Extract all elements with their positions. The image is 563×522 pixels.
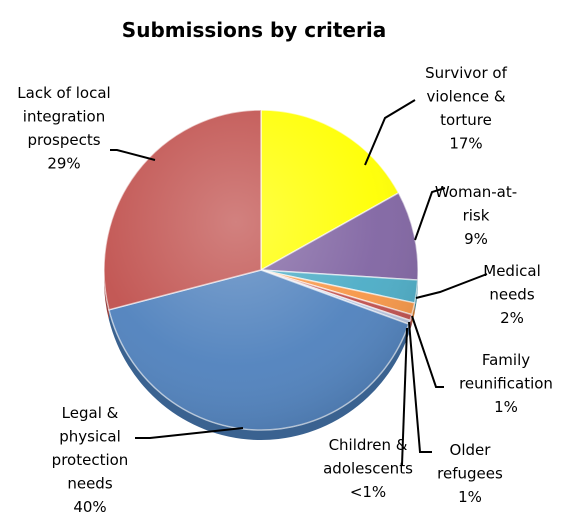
label-line: Legal & (62, 404, 119, 422)
label-percent: 2% (500, 309, 524, 327)
label-line: reunification (459, 375, 553, 393)
label-line: Woman-at- (435, 183, 517, 201)
label-line: risk (463, 207, 490, 225)
leader-line-children-adolescents (401, 327, 408, 466)
label-percent: 17% (449, 135, 482, 153)
label-line: Survivor of (425, 64, 507, 82)
label-percent: 1% (494, 398, 518, 416)
leader-line-family-reunification (411, 315, 444, 388)
leader-lines (110, 99, 488, 466)
label-line: refugees (437, 465, 503, 483)
label-line: integration (23, 108, 105, 126)
label-percent: <1% (350, 483, 386, 501)
label-woman-at-risk: Woman-at-risk 9% (435, 183, 517, 248)
label-percent: 29% (47, 155, 80, 173)
label-medical-needs: Medical needs 2% (483, 262, 540, 327)
label-line: violence & (426, 88, 505, 106)
label-family-reunification: Family reunification 1% (459, 351, 553, 416)
leader-line-legal-physical-protection-needs (135, 427, 244, 439)
label-children-adolescents: Children & adolescents <1% (323, 436, 413, 501)
leader-line-older-refugees (408, 321, 432, 453)
label-lack-of-local-integration-prospects: Lack of local integration prospects 29% (17, 84, 110, 173)
label-legal-physical-protection-needs: Legal & physical protection needs 40% (52, 404, 129, 516)
leader-line-medical-needs (415, 273, 488, 299)
label-line: Medical (483, 262, 540, 280)
label-line: Older (450, 441, 492, 459)
leader-line-survivor-of-violence-torture (364, 99, 416, 166)
label-percent: 40% (73, 498, 106, 516)
label-line: physical (59, 428, 121, 446)
label-line: needs (489, 286, 534, 304)
label-line: prospects (27, 131, 100, 149)
label-percent: 9% (464, 230, 488, 248)
leader-line-lack-of-local-integration-prospects (110, 149, 156, 161)
slice-labels: Survivor of violence & torture 17% Woman-at-… (17, 64, 553, 516)
chart-title: Submissions by criteria (122, 18, 386, 42)
label-line: torture (440, 111, 492, 129)
label-older-refugees: Older refugees 1% (437, 441, 503, 506)
label-percent: 1% (458, 488, 482, 506)
label-line: Children & (329, 436, 408, 454)
leader-line-woman-at-risk (414, 187, 446, 241)
label-line: protection (52, 451, 129, 469)
label-survivor-of-violence-torture: Survivor of violence & torture 17% (425, 64, 507, 153)
label-line: needs (67, 475, 112, 493)
label-line: Family (482, 351, 530, 369)
label-line: adolescents (323, 460, 413, 478)
label-line: Lack of local (17, 84, 110, 102)
